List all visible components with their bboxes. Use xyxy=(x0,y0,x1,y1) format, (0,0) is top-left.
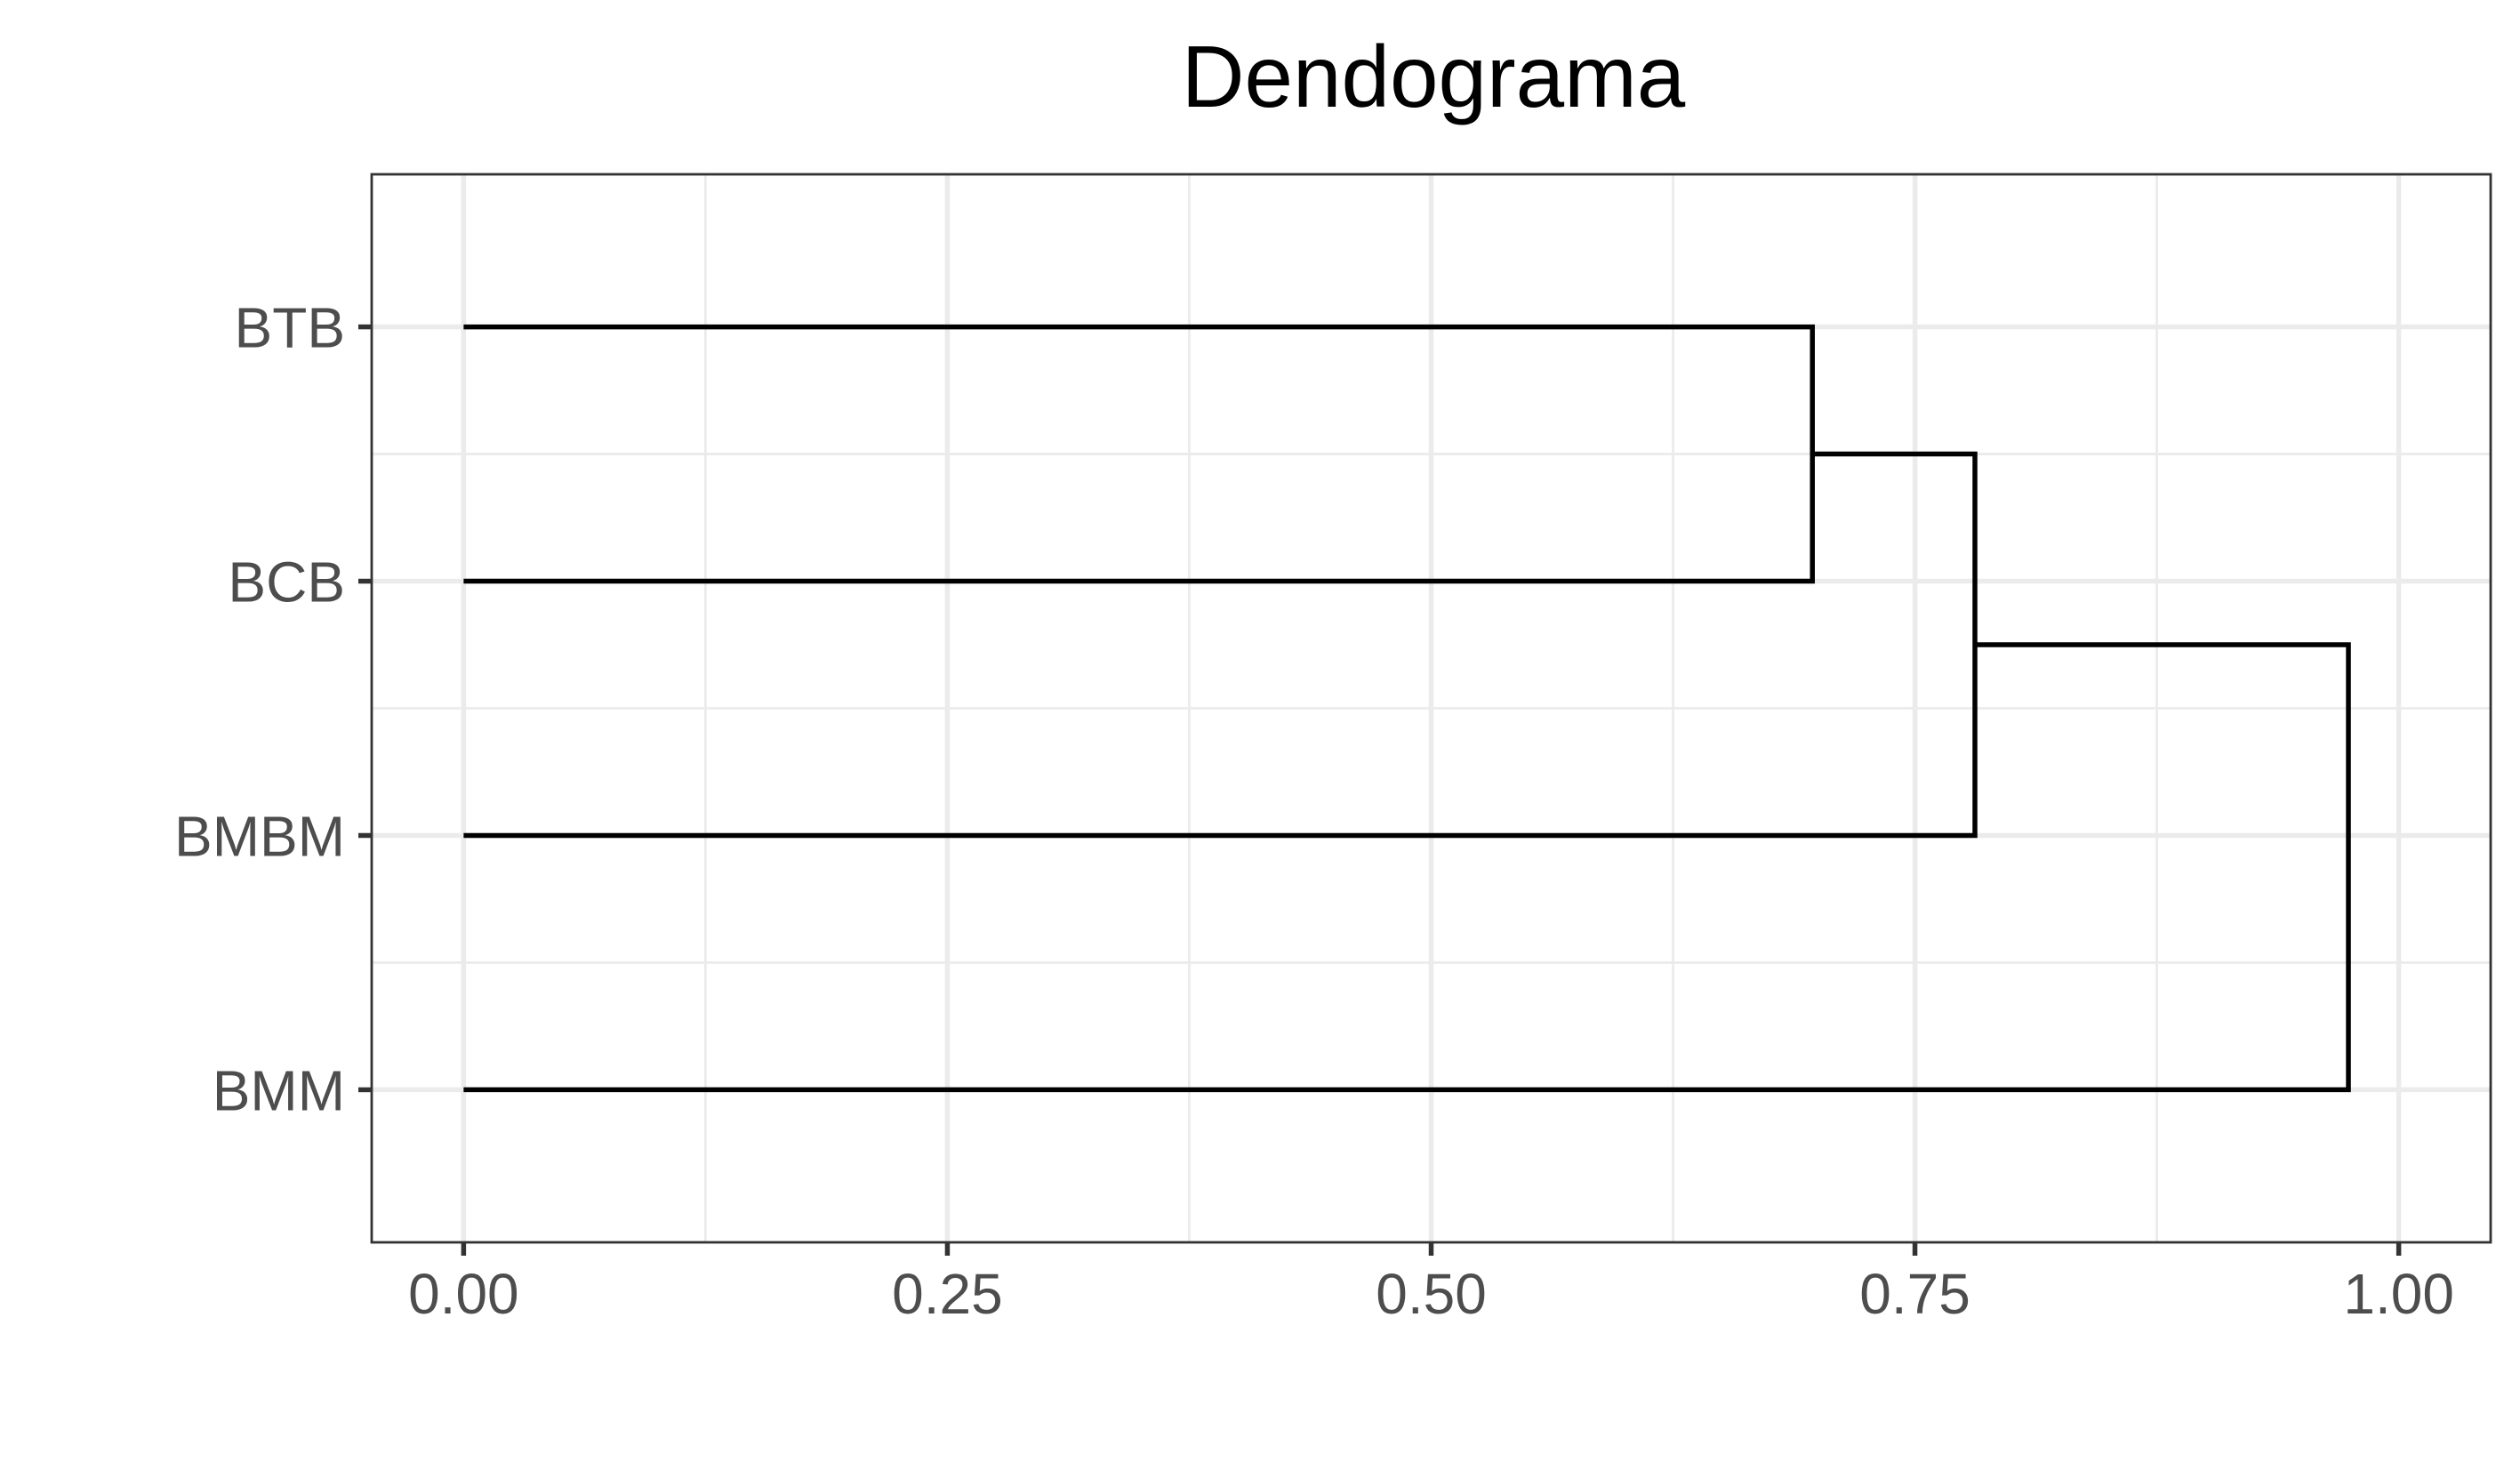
dendrogram-merge-3 xyxy=(463,642,2351,1093)
dendrogram-branches xyxy=(463,324,2351,1093)
y-tick-label: BMBM xyxy=(174,804,345,868)
y-axis: BTB BCB BMBM BMM xyxy=(174,296,372,1122)
x-axis: 0.00 0.25 0.50 0.75 1.00 xyxy=(408,1242,2454,1326)
x-tick-label: 0.50 xyxy=(1376,1262,1487,1326)
chart-title: Dendograma xyxy=(1182,28,1686,125)
y-tick-label: BCB xyxy=(228,550,345,615)
y-tick-label: BTB xyxy=(235,296,345,360)
x-tick-label: 0.25 xyxy=(892,1262,1003,1326)
dendrogram-merge-1 xyxy=(463,324,1815,584)
x-tick-label: 1.00 xyxy=(2343,1262,2454,1326)
x-tick-label: 0.00 xyxy=(408,1262,519,1326)
x-tick-label: 0.75 xyxy=(1859,1262,1970,1326)
y-tick-label: BMM xyxy=(213,1058,345,1122)
plot-panel xyxy=(370,173,2492,1244)
grid-lines xyxy=(372,174,2491,1242)
